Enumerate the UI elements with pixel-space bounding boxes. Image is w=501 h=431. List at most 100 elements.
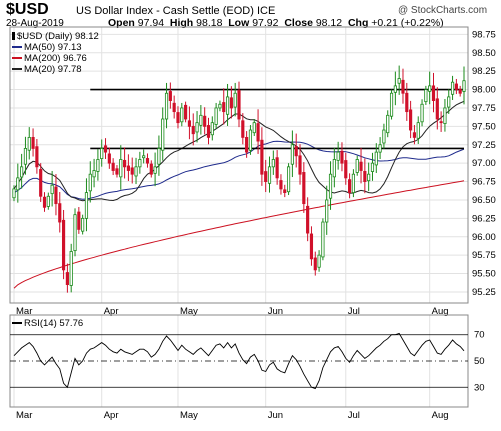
candle-body — [23, 148, 28, 165]
candle-body — [184, 104, 188, 120]
candle-body — [252, 122, 256, 134]
candle-body — [149, 163, 153, 175]
candle-body — [302, 172, 306, 205]
candle-body — [454, 83, 458, 90]
candle-body — [161, 118, 165, 151]
price-y-tick-label: 98.75 — [472, 29, 496, 40]
price-y-tick-label: 96.50 — [472, 195, 496, 206]
candle-body — [77, 211, 81, 230]
candle-body — [309, 233, 314, 260]
candle-body — [397, 78, 401, 84]
candle-body — [69, 251, 73, 286]
candle-body — [290, 144, 294, 165]
rsi-x-tick-label: Mar — [16, 410, 32, 421]
legend-ma50-text: MA(50) 97.13 — [24, 42, 82, 53]
rsi-x-tick-label: May — [180, 410, 198, 421]
candle-body — [233, 92, 237, 108]
candle-body — [321, 221, 325, 258]
candle-body — [100, 148, 104, 159]
candle-body — [256, 123, 260, 142]
candle-body — [351, 173, 355, 193]
close-value: 98.12 — [315, 17, 343, 29]
candle-body — [218, 103, 222, 109]
candle-body — [325, 199, 329, 223]
candle-body — [214, 107, 218, 125]
rsi-y-tick-label: 30 — [474, 382, 485, 393]
candle-body — [222, 102, 226, 113]
stockcharts-watermark: @ StockCharts.com — [398, 5, 488, 16]
candle-body — [279, 180, 283, 190]
legend-ma20-swatch — [12, 68, 22, 71]
rsi-y-tick-label: 50 — [474, 356, 485, 367]
open-label: Open — [108, 17, 135, 29]
candle-body — [416, 122, 420, 139]
candle-body — [153, 166, 157, 174]
candle-body — [267, 166, 272, 184]
legend-ma50: MA(50) 97.13 — [12, 42, 82, 53]
candle-body — [225, 96, 230, 115]
ma50-line — [13, 140, 465, 200]
candle-body — [92, 170, 96, 178]
candle-body — [450, 81, 455, 95]
rsi-x-tick-label: Jul — [348, 410, 360, 421]
legend-ma20: MA(20) 97.78 — [12, 64, 82, 75]
candle-body — [16, 177, 20, 191]
candle-body — [180, 107, 184, 123]
candle-body — [317, 254, 321, 268]
rsi-legend-swatch — [12, 322, 22, 325]
candle-body — [164, 92, 169, 120]
rsi-line — [13, 332, 465, 390]
candle-body — [359, 161, 363, 171]
price-x-axis: Mar Apr May Jun Jul Aug — [16, 306, 449, 317]
moving-average-lines — [13, 100, 465, 289]
candle-body — [206, 125, 211, 138]
candle-body — [439, 121, 443, 124]
price-y-tick-label: 95.50 — [472, 269, 496, 280]
candle-body — [378, 144, 382, 153]
candle-body — [81, 217, 85, 232]
price-y-tick-label: 95.25 — [472, 287, 496, 298]
candle-body — [187, 120, 192, 127]
candle-body — [462, 80, 466, 92]
candle-body — [107, 153, 111, 164]
symbol-title: $USD — [6, 1, 49, 18]
candle-body — [157, 148, 161, 165]
symbol-description: US Dollar Index - Cash Settle (EOD) ICE — [76, 5, 276, 17]
candle-body — [286, 166, 291, 193]
candle-body — [344, 160, 348, 179]
candle-body — [103, 145, 108, 153]
candle-body — [275, 157, 279, 179]
candle-body — [248, 129, 253, 151]
candle-body — [191, 125, 195, 135]
candle-body — [245, 136, 249, 153]
rsi-x-tick-label: Jun — [268, 410, 283, 421]
candle-body — [386, 114, 390, 134]
candle-body — [313, 257, 317, 271]
candle-body — [61, 219, 66, 271]
candle-body — [336, 151, 340, 161]
candle-body — [237, 90, 241, 120]
candle-body — [35, 146, 39, 168]
price-y-axis: 95.25 95.50 95.75 96.00 96.25 96.50 96.75 97.00… — [472, 29, 496, 298]
candle-body — [195, 122, 199, 133]
rsi-legend: RSI(14) 57.76 — [12, 318, 83, 329]
candle-body — [123, 159, 127, 168]
price-y-tick-label: 95.75 — [472, 250, 496, 261]
candle-body — [73, 214, 77, 251]
legend-ma200-swatch — [12, 57, 22, 60]
candle-body — [435, 98, 439, 120]
candle-body — [241, 120, 245, 138]
chg-value: +0.21 (+0.22%) — [371, 17, 444, 29]
price-x-tick-label: Aug — [432, 306, 449, 317]
price-x-tick-label: Jun — [268, 306, 283, 317]
rsi-y-axis: 30 50 70 — [474, 330, 485, 394]
price-y-tick-label: 97.25 — [472, 140, 496, 151]
rsi-x-axis: Mar Apr May Jun Jul Aug — [16, 410, 449, 421]
candle-body — [130, 167, 134, 175]
candle-body — [260, 139, 264, 175]
legend-price: $USD (Daily) 98.12 — [12, 31, 99, 42]
candle-body — [405, 92, 409, 113]
candle-body — [145, 158, 150, 164]
quote-date: 28-Aug-2019 — [6, 18, 64, 29]
